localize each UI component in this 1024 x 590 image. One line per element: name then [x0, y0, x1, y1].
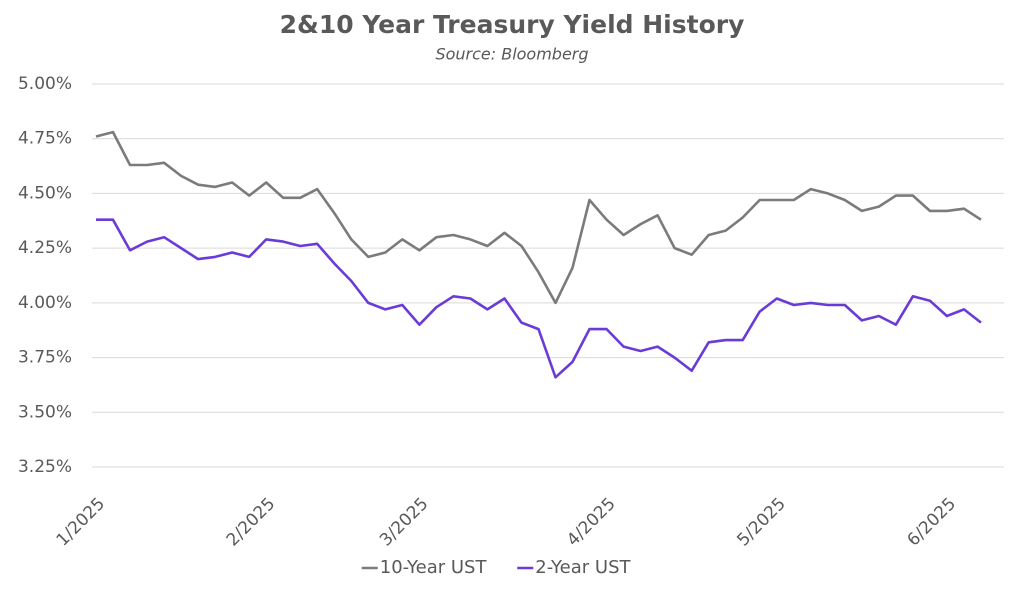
chart-subtitle: Source: Bloomberg	[435, 45, 588, 64]
x-tick-label: 1/2025	[53, 494, 109, 550]
x-tick-label: 2/2025	[223, 494, 279, 550]
chart-title: 2&10 Year Treasury Yield History	[280, 10, 745, 39]
y-tick-label: 3.75%	[18, 348, 72, 368]
x-tick-label: 5/2025	[733, 494, 789, 550]
y-tick-label: 4.50%	[18, 183, 72, 203]
x-tick-label: 3/2025	[376, 494, 432, 550]
legend-label: 10-Year UST	[380, 557, 488, 578]
y-tick-label: 4.25%	[18, 238, 72, 258]
y-tick-label: 3.50%	[18, 402, 72, 422]
y-tick-label: 3.25%	[18, 457, 72, 477]
series-line	[95, 130, 982, 305]
legend-label: 2-Year UST	[535, 557, 631, 578]
y-tick-label: 4.75%	[18, 129, 72, 149]
x-tick-label: 6/2025	[904, 494, 960, 550]
x-tick-label: 4/2025	[563, 494, 619, 550]
y-tick-label: 5.00%	[18, 74, 72, 94]
series-line	[96, 218, 982, 379]
y-tick-label: 4.00%	[18, 293, 72, 313]
